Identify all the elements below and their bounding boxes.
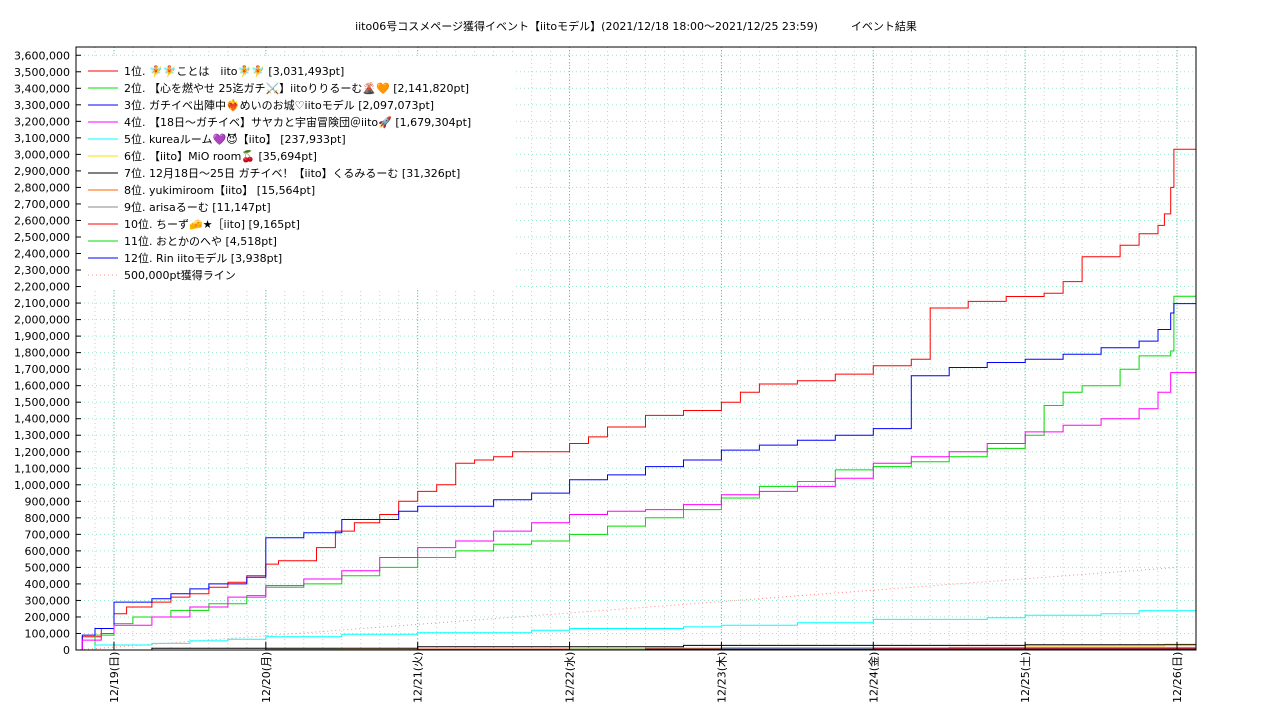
y-tick-label: 2,600,000	[14, 214, 70, 227]
legend-label: 5位. kureaルーム💜😈【iito】 [237,933pt]	[124, 132, 346, 146]
legend-label: 10位. ちーず🧀★［iito] [9,165pt]	[124, 217, 300, 231]
x-tick-label: 12/19(日)	[108, 652, 121, 703]
y-tick-label: 100,000	[25, 627, 71, 640]
series-line-4	[76, 372, 1196, 651]
y-tick-label: 1,600,000	[14, 380, 70, 393]
y-tick-label: 1,700,000	[14, 363, 70, 376]
y-tick-label: 2,800,000	[14, 181, 70, 194]
legend-label: 9位. arisaるーむ [11,147pt]	[124, 200, 271, 214]
y-tick-label: 900,000	[25, 495, 71, 508]
y-tick-label: 1,800,000	[14, 347, 70, 360]
y-tick-label: 600,000	[25, 545, 71, 558]
series-line-5	[76, 610, 1196, 651]
y-tick-label: 3,600,000	[14, 49, 70, 62]
x-tick-label: 12/21(火)	[412, 652, 425, 703]
y-tick-label: 400,000	[25, 578, 71, 591]
y-tick-label: 1,100,000	[14, 462, 70, 475]
legend-label: 1位. 🧚🧚ことは iito🧚🧚 [3,031,493pt]	[124, 64, 344, 78]
y-tick-label: 2,200,000	[14, 281, 70, 294]
legend-label: 8位. yukimiroom【iito】 [15,564pt]	[124, 183, 315, 197]
y-tick-label: 700,000	[25, 528, 71, 541]
y-tick-label: 2,900,000	[14, 165, 70, 178]
y-tick-label: 2,400,000	[14, 248, 70, 261]
legend-label: 2位. 【心を燃やせ 25迄ガチ⚔️】iitoりりるーむ🌋🧡 [2,141,82…	[124, 81, 469, 95]
x-axis: 12/19(日) 12/20(月) 12/21(火) 12/22(水) 12/23(木)…	[108, 642, 1184, 703]
y-tick-label: 3,000,000	[14, 148, 70, 161]
y-tick-label: 3,100,000	[14, 132, 70, 145]
legend-label: 7位. 12月18日〜25日 ガチイベ！【iito】くるみるーむ [31,326…	[124, 166, 460, 180]
y-tick-label: 2,300,000	[14, 264, 70, 277]
y-tick-label: 3,200,000	[14, 115, 70, 128]
y-tick-label: 2,500,000	[14, 231, 70, 244]
x-tick-label: 12/26(日)	[1171, 652, 1184, 703]
y-tick-label: 2,100,000	[14, 297, 70, 310]
y-axis: 0 100,000 200,000 300,000 400,000 500,000 600,…	[14, 49, 81, 657]
y-tick-label: 1,900,000	[14, 330, 70, 343]
y-tick-label: 3,400,000	[14, 82, 70, 95]
y-tick-label: 1,000,000	[14, 479, 70, 492]
chart-title: iito06号コスメページ獲得イベント【iitoモデル】(2021/12/18 …	[355, 19, 917, 33]
y-tick-label: 2,000,000	[14, 314, 70, 327]
y-tick-label: 0	[63, 644, 70, 657]
x-tick-label: 12/23(木)	[715, 652, 728, 703]
legend-label: 4位. 【18日〜ガチイベ】サヤカと宇宙冒険団＠iito🚀 [1,679,304…	[124, 115, 471, 129]
legend-label: 11位. おとかのへや [4,518pt]	[124, 234, 277, 248]
legend-background	[82, 56, 514, 290]
y-tick-label: 2,700,000	[14, 198, 70, 211]
y-tick-label: 1,300,000	[14, 429, 70, 442]
y-tick-label: 1,400,000	[14, 413, 70, 426]
plot-frame	[75, 46, 1197, 651]
x-tick-label: 12/24(金)	[866, 652, 880, 703]
legend-label: 500,000pt獲得ライン	[124, 269, 236, 282]
y-tick-label: 3,300,000	[14, 99, 70, 112]
y-tick-label: 1,500,000	[14, 396, 70, 409]
y-tick-label: 300,000	[25, 594, 71, 607]
legend-label: 6位. 【iito】MiO room🍒 [35,694pt]	[124, 149, 317, 163]
y-tick-label: 500,000	[25, 561, 71, 574]
x-tick-label: 12/22(水)	[564, 652, 577, 703]
series-line-2	[76, 295, 1196, 651]
legend-label: 3位. ガチイベ出陣中❤️‍🔥めいのお城♡iitoモデル [2,097,073p…	[124, 98, 434, 112]
y-tick-label: 800,000	[25, 512, 71, 525]
legend-label: 12位. Rin iitoモデル [3,938pt]	[124, 251, 282, 265]
y-tick-label: 3,500,000	[14, 66, 70, 79]
series-line-3	[76, 303, 1196, 651]
x-tick-label: 12/25(土)	[1019, 652, 1032, 703]
y-tick-label: 1,200,000	[14, 446, 70, 459]
x-tick-label: 12/20(月)	[260, 652, 273, 703]
y-tick-label: 200,000	[25, 611, 71, 624]
legend: 1位. 🧚🧚ことは iito🧚🧚 [3,031,493pt] 2位. 【心を燃やせ…	[82, 56, 514, 290]
